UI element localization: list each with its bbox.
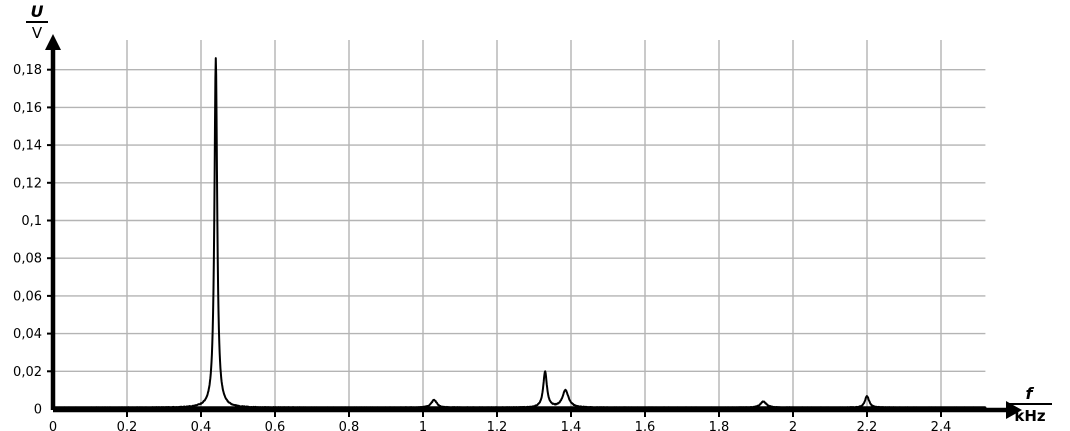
y-axis-tick-label: 0,02 [13,365,42,380]
gridlines [53,40,986,409]
x-axis-tick-label: 1,6 [635,420,656,431]
y-axis-quantity-label: U [31,2,44,21]
y-axis-tick-label: 0,18 [13,63,42,78]
x-axis-unit-label: kHz [1014,407,1046,425]
y-axis-tick-label: 0,08 [13,252,42,267]
y-axis-unit-label: V [32,24,43,42]
spectrum-curve [52,57,987,410]
y-axis-tick-label: 0,06 [13,289,42,304]
x-axis-tick-label: 1 [419,420,427,431]
axis-ticks [47,68,942,417]
axis-tick-labels: 0 0,02 0,04 0,06 0,08 0,1 0,12 0,14 0,16 0,18 0 0,2… [13,63,951,431]
x-axis-tick-label: 2,2 [857,420,878,431]
x-axis-tick-label: 2 [789,420,797,431]
x-axis-tick-label: 2,4 [931,420,952,431]
x-axis-tick-label: 0,6 [265,420,286,431]
x-axis-tick-label: 1,2 [487,420,508,431]
x-axis-tick-label: 0 [49,420,57,431]
y-axis-tick-label: 0,04 [13,327,42,342]
y-axis-tick-label: 0 [34,403,42,418]
y-axis-tick-label: 0,1 [21,214,42,229]
y-axis-tick-label: 0,14 [13,139,42,154]
x-axis-tick-label: 1,8 [709,420,730,431]
y-axis-tick-label: 0,12 [13,176,42,191]
y-axis-tick-label: 0,16 [13,101,42,116]
x-axis-tick-label: 1,4 [561,420,582,431]
x-axis-label: f kHz [1009,384,1052,425]
x-axis-tick-label: 0,2 [117,420,138,431]
y-axis-arrowhead [45,34,61,50]
y-axis-label: U V [26,2,48,42]
x-axis-tick-label: 0,8 [339,420,360,431]
x-axis-quantity-label: f [1026,384,1035,403]
x-axis-arrowhead [1006,401,1022,419]
x-axis-tick-label: 0,4 [191,420,212,431]
